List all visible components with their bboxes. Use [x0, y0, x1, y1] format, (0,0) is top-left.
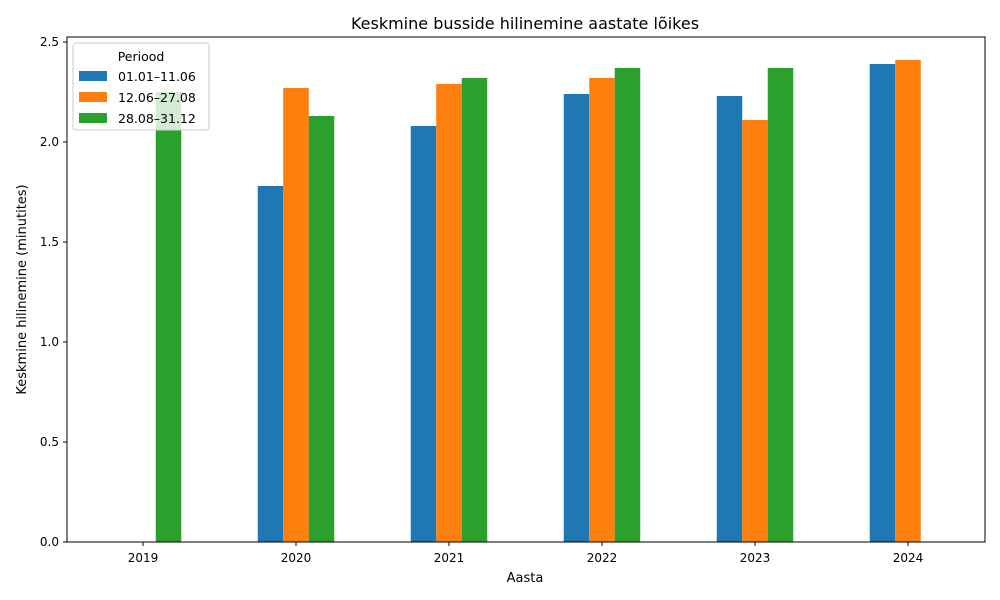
y-tick-label: 1.5 — [40, 235, 59, 249]
x-tick-label: 2021 — [434, 551, 465, 565]
legend-title: Periood — [118, 49, 165, 64]
legend-item: 28.08–31.12 — [79, 111, 196, 126]
bar — [767, 68, 794, 542]
legend-swatch — [79, 71, 107, 81]
bar — [589, 78, 615, 542]
bar — [436, 84, 462, 542]
x-tick-label: 2024 — [893, 551, 924, 565]
bar — [410, 126, 437, 542]
x-tick-label: 2020 — [281, 551, 312, 565]
chart-title: Keskmine busside hilinemine aastate lõik… — [351, 14, 699, 33]
legend-label: 01.01–11.06 — [118, 69, 196, 84]
legend-label: 28.08–31.12 — [118, 111, 196, 126]
x-axis-label: Aasta — [507, 571, 544, 586]
legend-box — [72, 42, 210, 131]
y-axis-label: Keskmine hilinemine (minutites) — [15, 184, 30, 394]
x-axis: 2019 2020 2021 2022 2023 2024 — [128, 542, 924, 565]
bar — [742, 120, 768, 542]
legend: Periood 01.01–11.06 12.06–27.08 28.08–31… — [72, 42, 210, 131]
y-tick-label: 0.0 — [40, 535, 59, 549]
bars-group — [155, 60, 921, 542]
legend-item: 01.01–11.06 — [79, 69, 196, 84]
y-tick-label: 1.0 — [40, 335, 59, 349]
legend-label: 12.06–27.08 — [118, 90, 196, 105]
y-tick-label: 0.5 — [40, 435, 59, 449]
legend-swatch — [79, 92, 107, 102]
x-tick-label: 2022 — [587, 551, 618, 565]
bar — [895, 60, 921, 542]
legend-swatch — [79, 113, 107, 123]
bar — [283, 88, 309, 542]
bar — [257, 186, 284, 542]
bar — [308, 116, 335, 542]
y-tick-label: 2.0 — [40, 135, 59, 149]
legend-item: 12.06–27.08 — [79, 90, 196, 105]
x-tick-label: 2023 — [740, 551, 771, 565]
bar — [869, 64, 896, 542]
y-tick-label: 2.5 — [40, 35, 59, 49]
bar — [563, 94, 590, 542]
plot-frame — [66, 36, 986, 543]
x-tick-label: 2019 — [128, 551, 159, 565]
bar — [614, 68, 641, 542]
bar — [155, 92, 182, 542]
bar — [461, 78, 488, 542]
y-axis: 0.0 0.5 1.0 1.5 2.0 2.5 — [40, 35, 67, 549]
bar — [716, 96, 743, 542]
